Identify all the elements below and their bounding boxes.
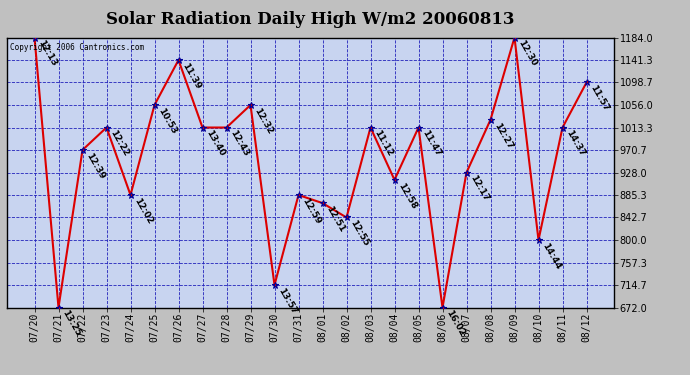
Text: 12:27: 12:27 — [492, 121, 514, 150]
Text: 12:51: 12:51 — [324, 204, 346, 234]
Text: 12:02: 12:02 — [132, 196, 154, 226]
Text: 11:57: 11:57 — [588, 84, 610, 113]
Text: 12:55: 12:55 — [348, 219, 370, 248]
Text: Solar Radiation Daily High W/m2 20060813: Solar Radiation Daily High W/m2 20060813 — [106, 11, 515, 28]
Text: 11:47: 11:47 — [420, 129, 442, 158]
Text: 12:39: 12:39 — [84, 152, 106, 181]
Text: 12:58: 12:58 — [396, 181, 418, 210]
Text: 12:13: 12:13 — [36, 39, 58, 68]
Text: 14:44: 14:44 — [540, 242, 562, 271]
Text: 13:57: 13:57 — [276, 286, 298, 316]
Text: 12:32: 12:32 — [252, 106, 274, 136]
Text: 12:30: 12:30 — [516, 39, 538, 68]
Text: 12:22: 12:22 — [108, 129, 130, 158]
Text: 12:43: 12:43 — [228, 129, 250, 158]
Text: 11:12: 11:12 — [372, 129, 394, 158]
Text: 14:37: 14:37 — [564, 129, 586, 158]
Text: 12:17: 12:17 — [468, 174, 490, 203]
Text: 13:40: 13:40 — [204, 129, 226, 158]
Text: 11:39: 11:39 — [180, 62, 202, 91]
Text: Copyright 2006 Cantronics.com: Copyright 2006 Cantronics.com — [10, 43, 144, 52]
Text: 13:25: 13:25 — [60, 309, 82, 338]
Text: 10:53: 10:53 — [156, 106, 178, 136]
Text: 12:59: 12:59 — [300, 196, 322, 226]
Text: 16:02: 16:02 — [444, 309, 466, 338]
